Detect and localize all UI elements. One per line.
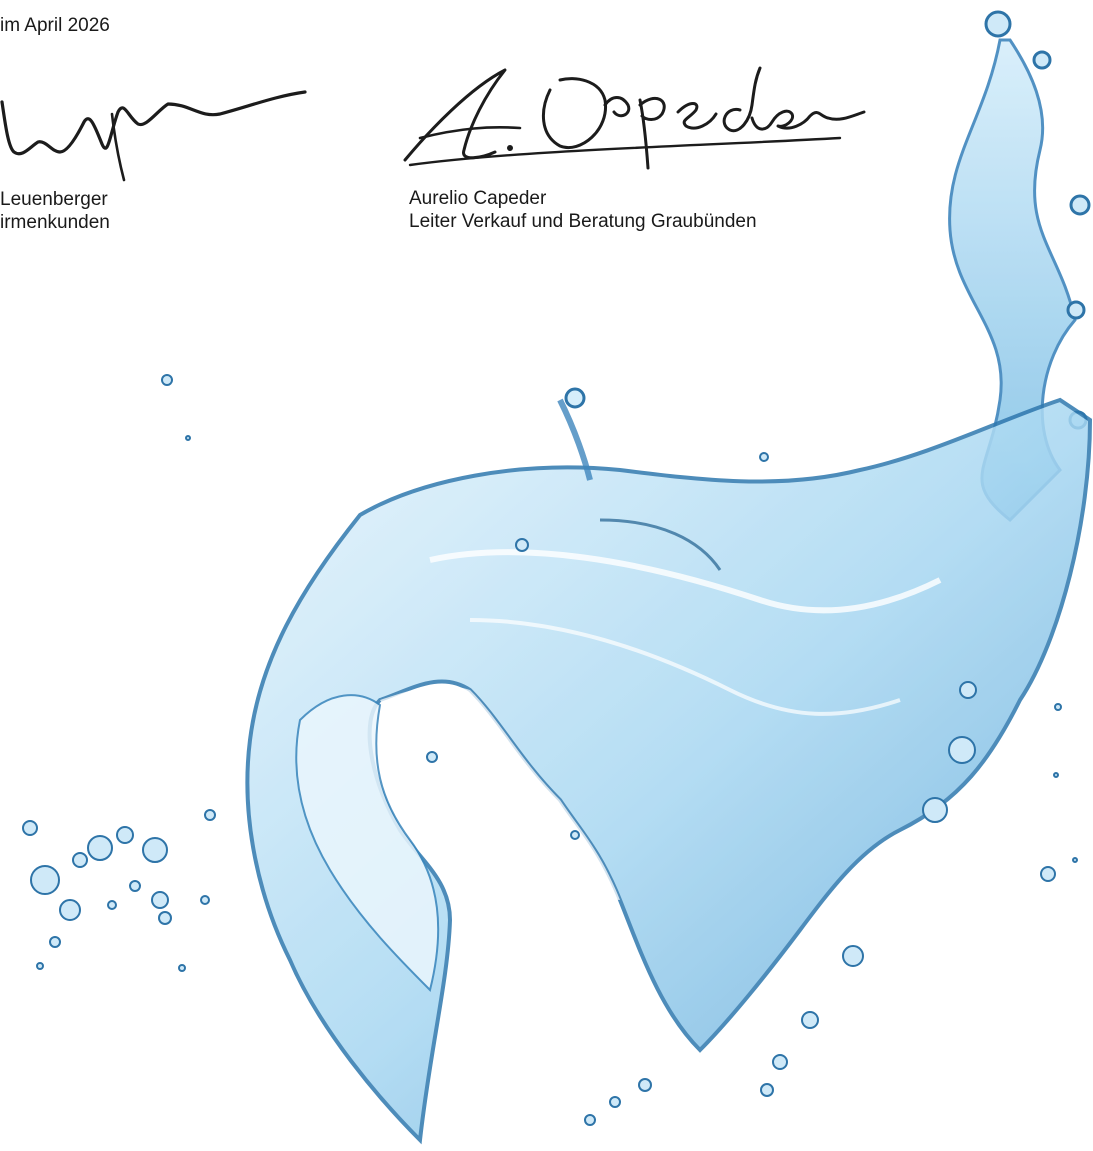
signature-capeder (403, 66, 866, 170)
letter-dateline: im April 2026 (0, 15, 110, 36)
signatory-block-left: Leuenberger irmenkunden (0, 188, 110, 234)
signatory-title: irmenkunden (0, 212, 110, 233)
signatory-name: Aurelio Capeder (409, 188, 547, 209)
signatory-name: Leuenberger (0, 189, 108, 210)
signatory-block-right: Aurelio Capeder Leiter Verkauf und Berat… (409, 187, 757, 233)
signature-leuenberger (0, 90, 307, 182)
signatory-title: Leiter Verkauf und Beratung Graubünden (409, 211, 757, 232)
